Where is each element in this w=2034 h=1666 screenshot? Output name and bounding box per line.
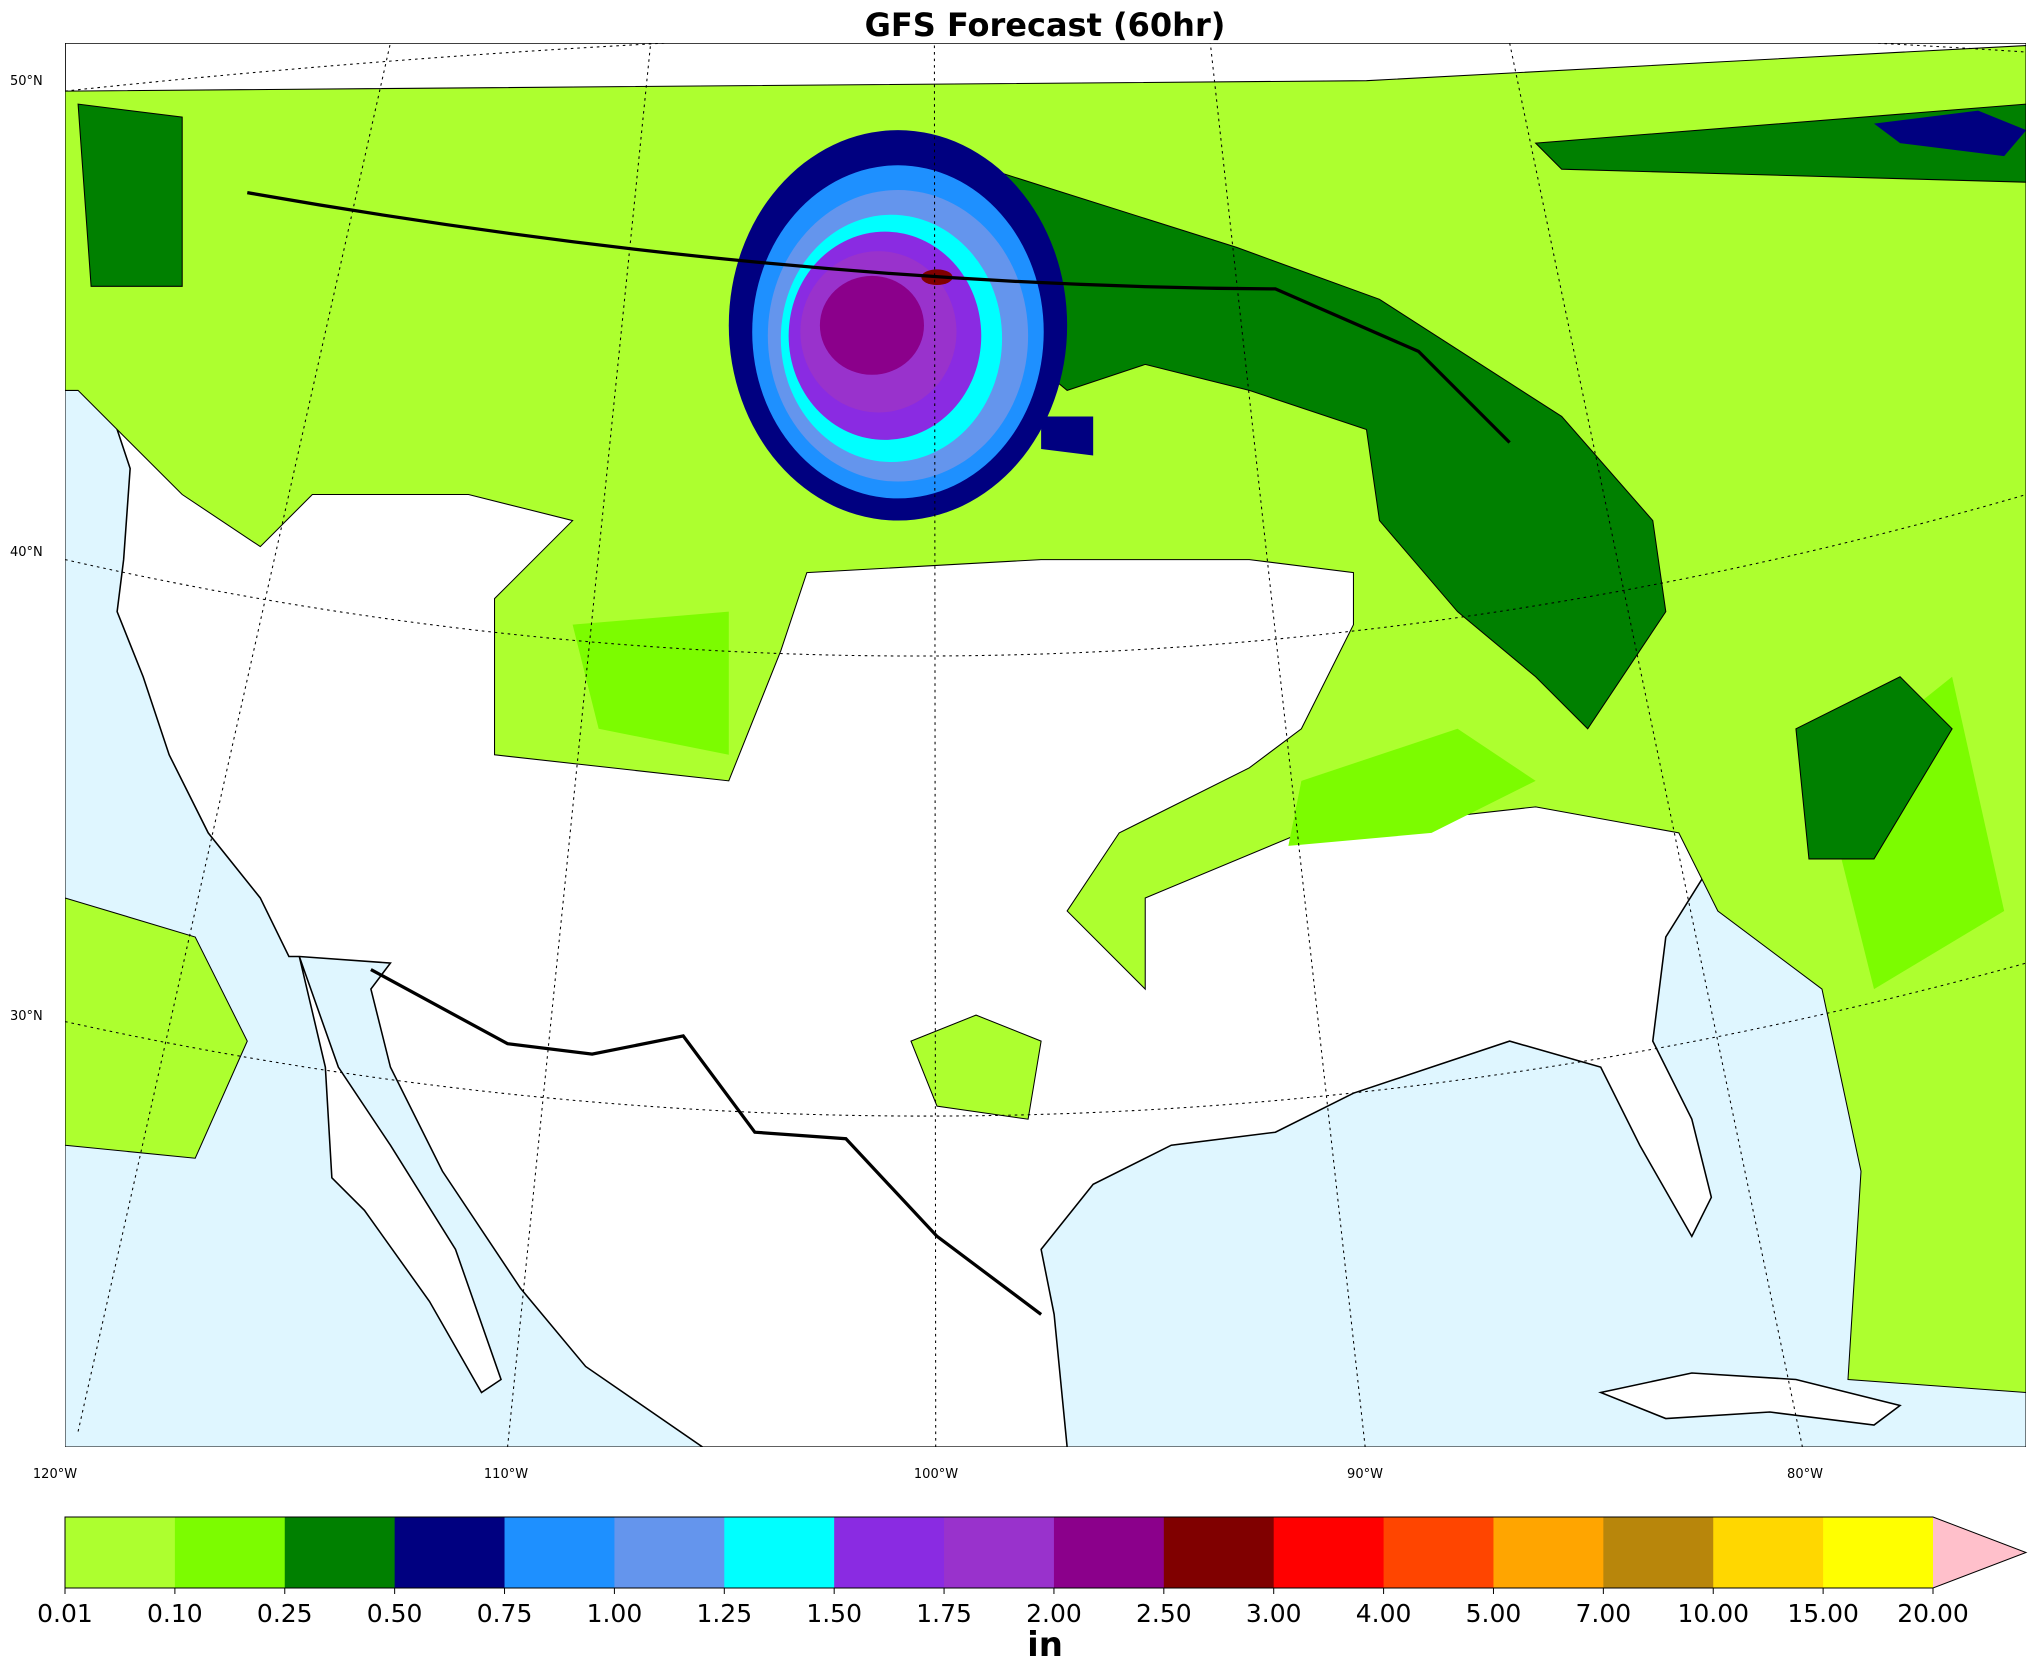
lon-label: 120°W — [33, 1467, 77, 1482]
colorbar-bin — [174, 1517, 286, 1588]
lon-label: 80°W — [1787, 1467, 1823, 1482]
precip-0.50 — [1041, 110, 2026, 456]
colorbar-tick-label: 2.50 — [1136, 1599, 1192, 1628]
graticule — [65, 43, 2026, 1447]
colorbar-bin — [944, 1517, 1055, 1588]
colorbar-bin — [394, 1517, 506, 1588]
lon-label: 110°W — [484, 1467, 528, 1482]
colorbar-label: in — [1027, 1625, 1063, 1665]
colorbar-tick-label: 1.75 — [916, 1599, 972, 1628]
colorbar-bin — [614, 1517, 725, 1588]
colorbar-bin — [1383, 1517, 1494, 1588]
lat-label: 30°N — [10, 1009, 43, 1024]
colorbar-tick-label: 1.25 — [696, 1599, 752, 1628]
lon-label: 90°W — [1347, 1467, 1383, 1482]
title: GFS Forecast (60hr) — [865, 6, 1226, 44]
colorbar-outline — [64, 1516, 2028, 1589]
border-canada — [246, 191, 1511, 444]
baja — [298, 956, 502, 1394]
border-mexico — [370, 968, 1043, 1316]
colorbar-tick-label: 0.25 — [257, 1599, 313, 1628]
colorbar-tick-label: 20.00 — [1897, 1599, 1969, 1628]
colorbar-tick-label: 15.00 — [1787, 1599, 1859, 1628]
colorbar-tick-label: 4.00 — [1356, 1599, 1412, 1628]
precip-0.25 — [77, 103, 2026, 860]
colorbar-bin — [504, 1517, 615, 1588]
colorbar-tick-label: 2.00 — [1026, 1599, 1082, 1628]
colorbar-tick-label: 0.10 — [147, 1599, 203, 1628]
colorbar-tick-label: 3.00 — [1246, 1599, 1302, 1628]
cuba — [1598, 1372, 1902, 1426]
colorbar-tick-label: 7.00 — [1576, 1599, 1632, 1628]
map — [65, 43, 2026, 1447]
colorbar-extend — [1933, 1517, 2026, 1588]
colorbar-bin — [284, 1517, 396, 1588]
precip-0.01 — [910, 1014, 1042, 1120]
colorbar-bin — [724, 1517, 835, 1588]
precip-0.01 — [65, 45, 2026, 1393]
lat-label: 50°N — [10, 74, 43, 89]
colorbar-bin — [1603, 1517, 1714, 1588]
colorbar-bin — [65, 1517, 176, 1588]
map-layers — [65, 43, 2026, 1447]
colorbar-tick-label: 1.00 — [587, 1599, 643, 1628]
colorbar-bin — [1823, 1517, 1934, 1588]
colorbar-bin — [1273, 1517, 1385, 1588]
colorbar-bin — [1163, 1517, 1275, 1588]
colorbar-tick-label: 10.00 — [1677, 1599, 1749, 1628]
precip-0.10 — [572, 611, 2005, 990]
colorbar-tick-label: 0.01 — [37, 1599, 93, 1628]
colorbar-bin — [1493, 1517, 1604, 1588]
colorbar-bin — [1053, 1517, 1165, 1588]
colorbar-tick-label: 0.75 — [477, 1599, 533, 1628]
colorbar-tick-label: 1.50 — [806, 1599, 862, 1628]
colorbar-bin — [1713, 1517, 1824, 1588]
precip-2.00 — [819, 275, 924, 375]
lat-label: 40°N — [10, 545, 43, 560]
colorbar-tick-label: 5.00 — [1466, 1599, 1522, 1628]
colorbar-tick-label: 0.50 — [367, 1599, 423, 1628]
lon-label: 100°W — [914, 1467, 958, 1482]
colorbar-bin — [834, 1517, 945, 1588]
